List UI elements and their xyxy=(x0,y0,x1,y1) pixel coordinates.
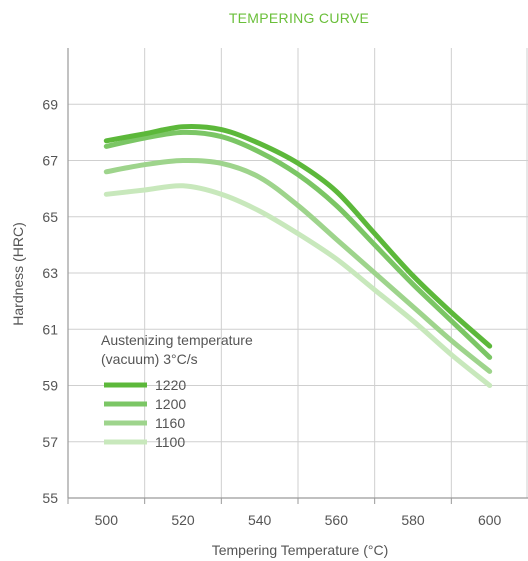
series-lines xyxy=(103,123,493,388)
x-tick-label: 500 xyxy=(95,512,119,528)
x-tick-label: 600 xyxy=(478,512,502,528)
x-tick-label: 540 xyxy=(248,512,272,528)
y-tick-label: 65 xyxy=(42,209,58,225)
grid xyxy=(68,48,528,498)
series-line-1200 xyxy=(103,129,493,360)
legend-label-1160: 1160 xyxy=(155,415,185,431)
y-tick-label: 61 xyxy=(42,321,58,337)
y-tick-label: 63 xyxy=(42,265,58,281)
chart-title: TEMPERING CURVE xyxy=(229,10,369,26)
y-tick-label: 59 xyxy=(42,378,58,394)
x-tick-label: 520 xyxy=(171,512,195,528)
legend-label-1100: 1100 xyxy=(155,434,185,450)
x-tick-label: 580 xyxy=(401,512,425,528)
legend-label-1220: 1220 xyxy=(155,377,186,393)
y-tick-label: 55 xyxy=(42,490,58,506)
x-axis-title: Tempering Temperature (°C) xyxy=(212,542,389,558)
y-tick-label: 69 xyxy=(42,96,58,112)
x-tick-label: 560 xyxy=(325,512,349,528)
legend-items: 1220 1200 1160 1100 xyxy=(104,377,186,450)
legend-label-1200: 1200 xyxy=(155,396,186,412)
series-line-1220 xyxy=(103,123,493,349)
axes xyxy=(67,48,528,504)
y-tick-labels: 55 57 59 61 63 65 67 69 xyxy=(42,96,58,506)
series-line-1100 xyxy=(103,183,493,388)
y-tick-label: 67 xyxy=(42,153,58,169)
legend: Austenizing temperature (vacuum) 3°C/s 1… xyxy=(101,332,253,450)
series-line-1160 xyxy=(103,157,493,374)
legend-title-line1: Austenizing temperature xyxy=(101,332,253,348)
legend-title-line2: (vacuum) 3°C/s xyxy=(101,351,198,367)
y-tick-label: 57 xyxy=(42,434,58,450)
x-tick-labels: 500 520 540 560 580 600 xyxy=(95,512,502,528)
y-axis-title: Hardness (HRC) xyxy=(10,222,26,325)
